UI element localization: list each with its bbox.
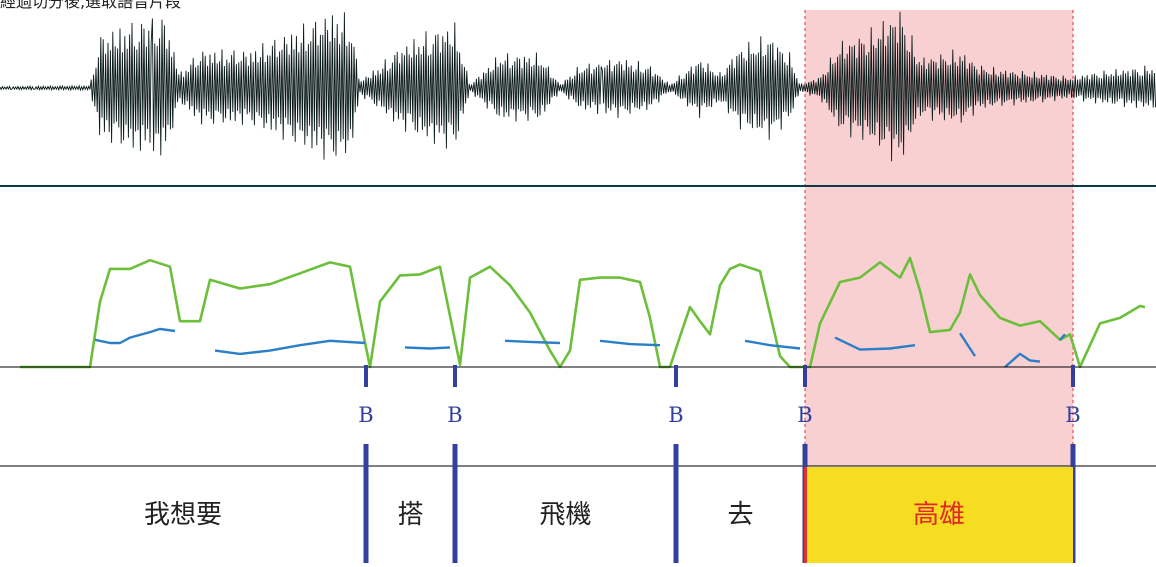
segment-label[interactable]: 高雄 [913,500,965,530]
boundary-tick [453,365,457,387]
selected-segment-fill[interactable] [805,467,1073,563]
segment-label[interactable]: 飛機 [539,500,591,530]
boundary-line [363,444,369,563]
boundary-tick [364,365,368,387]
segment-label[interactable]: 去 [727,500,753,530]
boundary-label: B [447,403,462,427]
waveform-panel [0,11,1156,187]
header-caption: 經過切分後,選取語音片段 [0,0,182,11]
selected-segment-left-edge [804,467,807,563]
boundary-label: B [358,403,373,427]
boundary-tick [803,365,807,387]
boundary-line [452,444,458,563]
boundary-line [673,444,679,563]
boundary-tick [1071,365,1075,387]
segment-label[interactable]: 搭 [397,500,423,530]
segment-label[interactable]: 我想要 [144,500,222,530]
boundary-label: B [1065,403,1080,427]
boundary-label: B [668,403,683,427]
pitch-curve [94,327,1066,368]
boundary-label: B [797,403,812,427]
boundary-tick [674,365,678,387]
waveform-trace [0,11,1156,162]
